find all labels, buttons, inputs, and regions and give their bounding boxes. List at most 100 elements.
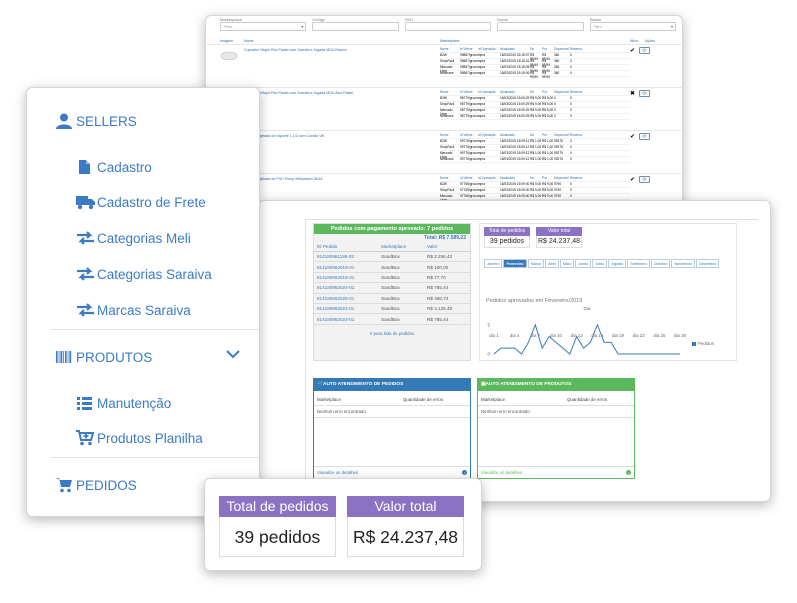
refresh-button[interactable]: ⟳ xyxy=(639,133,651,140)
product-name-link[interactable]: Produto Injetado de PVC Pump Williamson … xyxy=(244,177,323,181)
subrow-cell: Netshoes xyxy=(440,114,454,118)
subrow-cell xyxy=(478,102,500,107)
tab-month[interactable]: Abril xyxy=(545,259,559,268)
tab-month[interactable]: Setembro xyxy=(627,259,650,268)
subrow-cell: 97765/grocompra xyxy=(460,182,485,186)
subrow-cell: 360 xyxy=(554,65,560,69)
auto-products-details-link[interactable]: Visualize os detalhes › xyxy=(478,466,634,478)
subheader-cell: De xyxy=(530,90,535,94)
order-marketplace: SandBox xyxy=(378,251,425,263)
refresh-button[interactable]: ⟳ xyxy=(639,47,651,54)
product-name-link[interactable]: Cuprador Vitaph Rex Pastel com Garrafa e… xyxy=(244,91,354,95)
sidebar-section-label: SELLERS xyxy=(76,113,137,129)
auto-orders-details-link[interactable]: Visualize os detalhes › xyxy=(314,466,470,478)
marketplace-select[interactable]: Filtro ▾ xyxy=(220,22,307,31)
orders-list-link[interactable]: Ir para lista de pedidos xyxy=(369,330,415,336)
subrow-cell xyxy=(478,151,500,156)
order-id-link[interactable]: 814180962023-01 xyxy=(314,313,379,325)
cubes-icon: ▣ xyxy=(481,382,486,387)
sidebar-section-pedidos[interactable]: PEDIDOS xyxy=(27,454,259,516)
month-tabs: Janeiro Fevereiro Março Abril Maio Junho Julho… xyxy=(484,259,720,268)
tab-month[interactable]: Janeiro xyxy=(484,259,503,268)
user-icon xyxy=(55,113,73,129)
chevron-down-icon[interactable] xyxy=(225,347,241,362)
tab-month[interactable]: Março xyxy=(527,259,545,268)
auto-orders-panel: 🛒AUTO ATENDIMENTO DE PEDIDOS Marketplace… xyxy=(313,378,471,479)
subheader-cell: De xyxy=(530,47,535,51)
order-id-link[interactable]: 814180962026-01 xyxy=(314,293,379,304)
status-select[interactable]: Filtro ▾ xyxy=(589,22,677,31)
caret-down-icon: ▾ xyxy=(301,24,304,29)
subrow-cell: 9790 xyxy=(554,194,562,198)
empty-message: Nenhum erro encontrado xyxy=(314,406,470,418)
filter-status: Status Filtro ▾ xyxy=(589,17,677,31)
tab-month[interactable]: Dezembro xyxy=(695,259,720,268)
subrow-cell: 0 xyxy=(570,96,572,100)
subrow-cell: 99776/grocompra xyxy=(460,151,485,155)
product-row: Cuprador Vitaph Rex Pastel com Garrafa e… xyxy=(206,88,682,131)
sidebar-item-manutencao[interactable]: Manutenção xyxy=(75,385,171,421)
auto-products-columns: Marketplace Quantidade de erros xyxy=(478,391,634,406)
subrow-cell: 15/03/2019 15:09:12 xyxy=(500,139,530,143)
col-id-pedido: ID Pedido xyxy=(314,242,379,252)
sidebar-item-cadastro[interactable]: Cadastro xyxy=(75,149,152,185)
order-id-link[interactable]: 814180962022-01 xyxy=(314,303,379,315)
nome-input[interactable] xyxy=(497,22,584,31)
subrow-cell: 15/03/2019 15:09:00 xyxy=(500,182,530,186)
subrow-cell: B2W xyxy=(440,139,447,143)
subrow-cell: R$ 59,90 xyxy=(542,53,550,61)
filters-bar: Marketplace Filtro ▾ Código SKU Nome Stat… xyxy=(206,16,682,31)
table-row: 814180962019-01 SandBox R$ 100,00 xyxy=(314,261,470,273)
sidebar-item-cadastro-frete[interactable]: Cadastro de Frete xyxy=(75,184,206,220)
subrow-cell: R$ 9,00 xyxy=(530,102,542,106)
refresh-button[interactable]: ⟳ xyxy=(639,176,651,183)
sidebar-section-label: PEDIDOS xyxy=(76,477,137,493)
tab-month[interactable]: Novembro xyxy=(671,259,695,268)
refresh-button[interactable]: ⟳ xyxy=(639,90,651,97)
order-id-link[interactable]: 814180962019-01 xyxy=(314,261,379,273)
subrow-cell: 0 xyxy=(554,108,556,112)
select-value: Filtro xyxy=(593,25,602,29)
col-actions: Ações xyxy=(645,39,655,43)
order-id-link[interactable]: 814180962018-01 xyxy=(314,272,379,284)
sidebar-item-categorias-saraiva[interactable]: Categorias Saraiva xyxy=(75,256,212,292)
order-marketplace: SandBox xyxy=(378,313,425,325)
tab-month[interactable]: Maio xyxy=(559,259,574,268)
tab-month[interactable]: Fevereiro xyxy=(503,259,527,268)
marketplace-subrow: ShopFacil 97765/grocompra 15/03/2019 15:09… xyxy=(440,188,630,194)
subheader-cell: Reserva xyxy=(570,90,582,94)
subheader-cell: Disponível xyxy=(554,176,569,180)
tab-month[interactable]: Outubro xyxy=(650,259,671,268)
col-active: Ativo xyxy=(630,39,638,43)
order-id-link[interactable]: 814180962024-01 xyxy=(314,282,379,294)
product-name-link[interactable]: Produto Injetado de Esporte 1.1/3 com Co… xyxy=(244,134,325,138)
sidebar-section-sellers[interactable]: SELLERS xyxy=(27,90,259,152)
subrow-cell: ShopFacil xyxy=(440,145,455,149)
tab-month[interactable]: Junho xyxy=(574,259,592,268)
filter-label: Status xyxy=(589,17,601,22)
subrow-cell: 0 xyxy=(570,108,572,112)
product-name-link[interactable]: Cuprador Vitaph Rex Pastel com Garrafa e… xyxy=(244,48,347,52)
sidebar-item-categorias-meli[interactable]: Categorias Meli xyxy=(75,220,191,256)
status-mark-icon: ✔ xyxy=(630,134,636,140)
sidebar-section-produtos[interactable]: PRODUTOS xyxy=(27,326,259,388)
sidebar-item-marcas-saraiva[interactable]: Marcas Saraiva xyxy=(75,292,191,328)
subrow-cell: 99887/grocompra xyxy=(460,65,485,69)
marketplace-subheader: Nome Id Vitrine Id Operação Atualizado De Por… xyxy=(440,133,630,139)
sidebar-item-produtos-planilha[interactable]: Produtos Planilha xyxy=(75,420,203,456)
subrow-cell: R$ 9,00 xyxy=(542,194,554,198)
tab-month[interactable]: Julho xyxy=(592,259,608,268)
tab-month[interactable]: Agosto xyxy=(608,259,627,268)
arrow-right-icon: › xyxy=(626,470,631,475)
subrow-cell: R$ 1,00 xyxy=(530,157,542,161)
x-tick-label: dia 25 xyxy=(653,333,666,338)
sku-input[interactable] xyxy=(404,22,492,31)
subrow-cell: 15/03/2019 15:09:29 xyxy=(500,96,530,100)
auto-orders-columns: Marketplace Quantidade de erros xyxy=(314,391,470,406)
subheader-cell: Disponível xyxy=(554,133,569,137)
products-table-body: Cuprador Vitaph Rex Pastel com Garrafa e… xyxy=(206,45,682,207)
subrow-cell: R$ 5,00 xyxy=(542,96,554,100)
codigo-input[interactable] xyxy=(312,22,399,31)
order-id-link[interactable]: 814180961186-02 xyxy=(314,251,379,263)
list-icon xyxy=(75,395,97,411)
